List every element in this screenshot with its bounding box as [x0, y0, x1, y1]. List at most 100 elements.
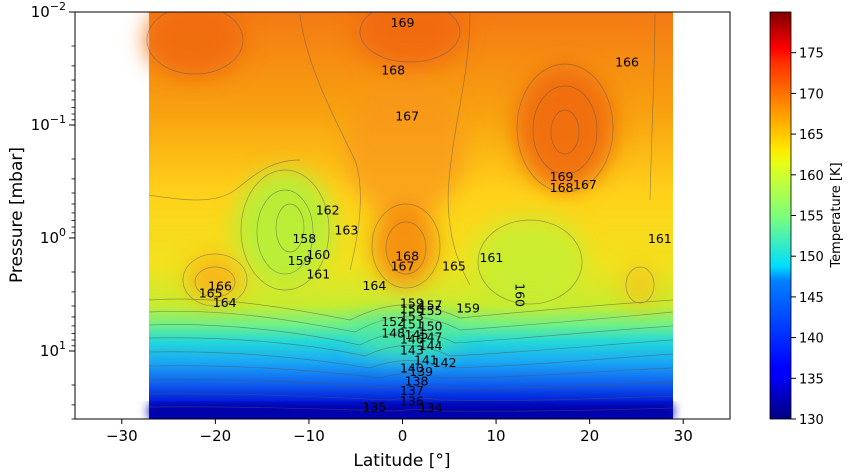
- contour-line: [148, 393, 674, 401]
- warm-region-left-mid: [187, 254, 243, 302]
- contour-label: 159: [288, 253, 312, 268]
- x-axis-ticks: −30 −20 −10 0 10 20 30: [106, 419, 693, 445]
- contour-label: 155: [419, 303, 443, 318]
- contour-label: 166: [208, 279, 232, 294]
- y-tick-label: 10−1: [31, 113, 66, 134]
- contour-label: 167: [391, 258, 415, 273]
- contour-label: 165: [199, 286, 223, 301]
- contour-line: [148, 298, 674, 321]
- contour-line: [299, 13, 361, 271]
- contour-line: [148, 159, 301, 201]
- contour-line: [148, 406, 674, 412]
- contour-line: [148, 310, 674, 333]
- contour-label: 160: [306, 247, 330, 262]
- y-axis-label: Pressure [mbar]: [7, 147, 27, 283]
- y-tick-label: 10−2: [31, 0, 66, 21]
- y-tick-base: 10: [40, 342, 59, 360]
- contour-line: [516, 63, 614, 193]
- y-tick-exponent: 1: [59, 339, 66, 352]
- contour-line: [148, 379, 674, 389]
- contour-label: 168: [381, 63, 405, 78]
- colorbar-label: Temperature [K]: [829, 162, 844, 268]
- contour-label: 169: [391, 15, 415, 30]
- y-tick-exponent: −1: [50, 113, 66, 126]
- contour-label: 157: [419, 297, 443, 312]
- contour-line: [148, 365, 674, 379]
- contour-label: 167: [395, 108, 419, 123]
- contour-line: [194, 266, 236, 298]
- contour-label: 150: [419, 318, 443, 333]
- contour-label: 159: [456, 300, 480, 315]
- x-tick-label: 10: [487, 427, 506, 445]
- contour-line: [550, 109, 580, 155]
- contour-label: 165: [442, 258, 466, 273]
- x-tick-label: −20: [200, 427, 232, 445]
- y-tick-exponent: 0: [59, 226, 66, 239]
- contour-line: [447, 13, 471, 286]
- contour-label: 153: [400, 308, 424, 323]
- contour-line: [146, 12, 244, 75]
- contour-label: 163: [334, 223, 358, 238]
- contour-lines: [146, 12, 674, 412]
- x-tick-label: −10: [293, 427, 325, 445]
- y-tick-exponent: −2: [50, 0, 66, 13]
- y-tick-label: 101: [40, 339, 66, 360]
- contour-line: [649, 13, 656, 201]
- contour-label: 164: [213, 295, 237, 310]
- colorbar-tick-label: 135: [799, 372, 824, 387]
- warm-region-right-mid: [624, 263, 656, 307]
- bulge-center-lower: [350, 313, 460, 357]
- colorbar-tick-label: 140: [799, 332, 824, 347]
- colorbar-tick-label: 170: [799, 87, 824, 102]
- colorbar-tick-label: 150: [799, 250, 824, 265]
- contour-line: [359, 12, 461, 63]
- colorbar-tick-label: 155: [799, 210, 824, 225]
- cool-region-right: [472, 217, 588, 307]
- contour-label: 164: [362, 278, 386, 293]
- contour-label: 147: [419, 330, 443, 345]
- contour-label: 134: [419, 400, 443, 415]
- warm-core-center: [373, 203, 437, 287]
- contour-line: [385, 221, 427, 275]
- contour-label: 146: [400, 331, 424, 346]
- contour-line: [371, 203, 441, 289]
- colorbar-tick-label: 165: [799, 128, 824, 143]
- contour-label: 151: [400, 317, 424, 332]
- y-tick-base: 10: [31, 3, 50, 21]
- warm-region-upper-right: [515, 66, 615, 190]
- contour-label: 135: [362, 399, 386, 414]
- contour-label: 136: [400, 393, 424, 408]
- y-tick-base: 10: [31, 116, 50, 134]
- contour-line: [275, 203, 305, 253]
- contour-label: 148: [381, 325, 405, 340]
- contour-label: 144: [419, 338, 443, 353]
- colorbar-ticks: 130 135 140 145 150 155 160 165 170 175: [791, 47, 824, 428]
- contour-label: 141: [414, 353, 438, 368]
- contour-line: [240, 169, 330, 291]
- contour-label: 166: [615, 55, 639, 70]
- contour-line: [256, 189, 314, 275]
- x-tick-label: −30: [106, 427, 138, 445]
- colorbar-tick-label: 145: [799, 291, 824, 306]
- contour-line: [148, 324, 674, 346]
- contour-line: [148, 351, 674, 369]
- contour-label: 158: [292, 231, 316, 246]
- warm-region-top-center: [355, 12, 465, 68]
- contour-label: 161: [648, 231, 672, 246]
- contour-label: 161: [306, 266, 330, 281]
- contour-label: 156: [400, 302, 424, 317]
- contour-line: [182, 253, 248, 307]
- contour-label: 138: [405, 373, 429, 388]
- colorbar-tick-label: 160: [799, 169, 824, 184]
- contour-label: 145: [405, 327, 429, 342]
- x-axis-label: Latitude [°]: [353, 451, 450, 471]
- contour-label: 168: [550, 180, 574, 195]
- warm-region-upper-left: [145, 12, 245, 78]
- contour-label: 139: [409, 364, 433, 379]
- contour-line: [532, 85, 598, 175]
- contour-label: 152: [381, 314, 405, 329]
- contour-line: [477, 219, 583, 305]
- contour-label: 167: [573, 177, 597, 192]
